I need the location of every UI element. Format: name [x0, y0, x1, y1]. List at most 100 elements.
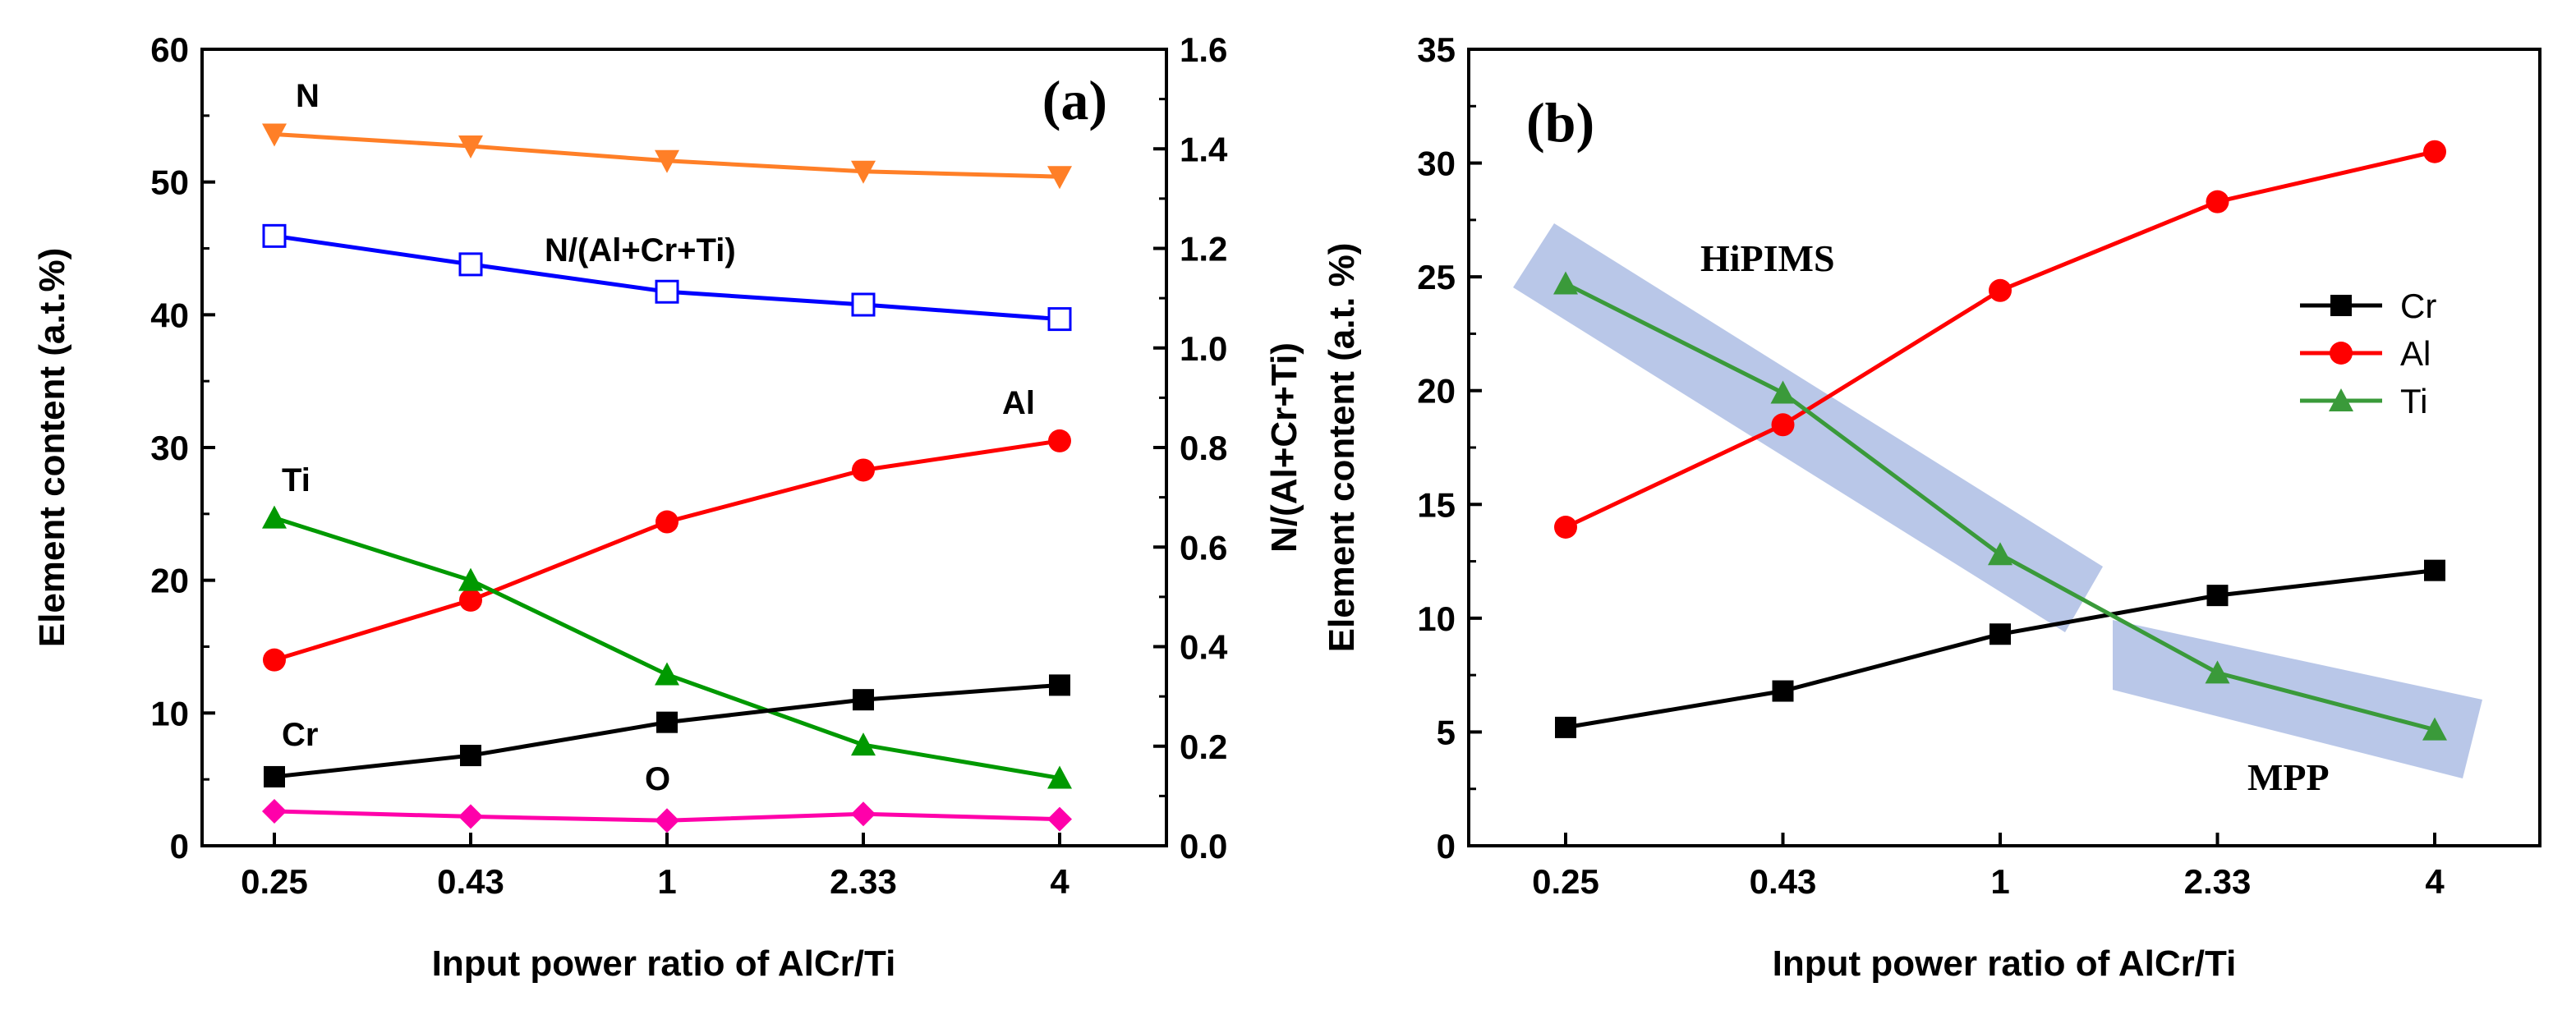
legend-marker-ti	[2329, 388, 2353, 411]
label-n: N	[296, 78, 320, 114]
legend-marker-cr	[2330, 295, 2352, 316]
panel-a-point-o	[458, 804, 483, 829]
panel-a-right-tick-label: 0.4	[1180, 628, 1228, 667]
panel-b-x-tick-label: 4	[2425, 862, 2445, 901]
panel-b-point-al	[2423, 140, 2446, 163]
panel-a-point-cr	[853, 689, 874, 711]
panel-b-y-axis-title: Element content (a.t. %)	[1322, 243, 1362, 653]
mpp-annotation: MPP	[2247, 756, 2330, 798]
panel-a-point-o	[851, 801, 876, 827]
panel-b-y-tick-label: 10	[1417, 599, 1456, 638]
panel-b-point-cr	[1772, 680, 1794, 702]
panel-b-y-tick-label: 5	[1437, 713, 1456, 751]
panel-a-series-o	[262, 798, 1072, 833]
panel-a-series-n	[262, 123, 1072, 190]
panel-a-point-n	[851, 160, 876, 184]
panel-b-series-cr	[1555, 559, 2445, 738]
panel-a-right-tick-label: 0.8	[1180, 429, 1227, 467]
panel-a-right-tick-label: 1.2	[1180, 230, 1227, 269]
panel-a-point-ti	[655, 662, 679, 686]
panel-a-label: (a)	[1042, 69, 1107, 131]
panel-a-point-o	[262, 798, 287, 824]
panel-a-y-tick-label: 30	[150, 429, 189, 467]
panel-b-x-axis-title: Input power ratio of AlCr/Ti	[1773, 943, 2237, 984]
panel-a-series-ti	[262, 505, 1072, 789]
panel-b-x-tick-label: 2.33	[2184, 862, 2252, 901]
panel-a-x-tick-label: 1	[657, 862, 676, 901]
panel-a-point-o	[1047, 806, 1072, 832]
panel-a-right-tick-label: 0.2	[1180, 728, 1227, 766]
panel-b-point-cr	[1555, 716, 1576, 738]
panel-b-point-ti	[1988, 542, 2012, 566]
panel-b-legend: Cr Al Ti	[2300, 287, 2436, 420]
mpp-highlight-band	[2113, 620, 2482, 778]
label-ti: Ti	[282, 462, 310, 498]
panel-a-y-tick-label: 60	[150, 30, 189, 69]
panel-b-point-al	[1771, 413, 1795, 437]
panel-a-point-cr	[460, 745, 481, 767]
panel-b-series-al	[1554, 140, 2446, 539]
legend-marker-al	[2330, 342, 2353, 365]
panel-a-series-n-al-cr-ti	[262, 223, 1072, 332]
panel-a-x-tick-label: 4	[1050, 862, 1070, 901]
panel-a-point-n	[458, 135, 483, 159]
panel-a-point-ti	[1047, 765, 1072, 789]
panel-a-point-cr	[264, 765, 285, 787]
panel-a-point-al	[1048, 429, 1071, 452]
panel-a-point-cr	[1049, 674, 1070, 696]
panel-b-point-ti	[1770, 380, 1796, 404]
panel-a-x-axis: 0.25 0.43 1 2.33 4	[241, 833, 1070, 901]
panel-a-point-al	[263, 648, 286, 672]
panel-a-x-tick-label: 2.33	[830, 862, 897, 901]
panel-b-y-tick-label: 35	[1417, 30, 1456, 69]
panel-a-y-tick-label: 50	[150, 163, 189, 202]
panel-a-point-al	[656, 510, 678, 534]
panel-a-series-cr	[264, 674, 1070, 787]
panel-b-point-ti	[2205, 660, 2230, 684]
panel-a-right-tick-label: 1.6	[1180, 30, 1227, 69]
panel-b-series-ti	[1553, 271, 2447, 741]
panel-a-line-ti	[274, 516, 1060, 781]
panel-b-point-al	[1554, 516, 1577, 539]
panel-b-y-tick-label: 0	[1437, 827, 1456, 865]
panel-a-point-ti	[262, 505, 287, 529]
panel-a-point-n-al-cr-ti	[262, 223, 287, 248]
panel-a-series	[262, 123, 1072, 833]
panel-a-point-n-al-cr-ti	[458, 252, 483, 277]
panel-a-series-al	[263, 429, 1071, 672]
panel-b-x-tick-label: 1	[1990, 862, 2009, 901]
panel-a-right-axis-title: N/(Al+Cr+Ti)	[1264, 342, 1304, 553]
legend-label-al: Al	[2400, 334, 2431, 373]
hipims-annotation: HiPIMS	[1700, 237, 1835, 279]
panel-a-y-tick-label: 0	[170, 827, 189, 865]
hipims-highlight-band	[1513, 223, 2103, 632]
panel-a-y-axis-title: Element content (a.t.%)	[32, 248, 72, 648]
panel-b-y-axis: 0 5 10 15 20 25 30 35	[1417, 30, 1482, 865]
panel-b-y-tick-label: 20	[1417, 372, 1456, 411]
panel-b-y-tick-label: 15	[1417, 485, 1456, 524]
panel-b-point-ti	[2422, 717, 2447, 741]
panel-a-right-tick-label: 1.4	[1180, 130, 1228, 168]
panel-a-point-ti	[458, 567, 483, 591]
panel-a-x-axis-title: Input power ratio of AlCr/Ti	[432, 943, 896, 984]
panel-a-y-tick-label: 40	[150, 296, 189, 334]
panel-a-y-tick-label: 20	[150, 562, 189, 600]
panel-b-label: (b)	[1526, 91, 1594, 154]
panel-b-point-cr	[1990, 623, 2011, 645]
panel-b-point-al	[1989, 278, 2012, 302]
panel-a-point-o	[655, 808, 679, 833]
panel-b-x-tick-label: 0.25	[1532, 862, 1599, 901]
panel-b-point-ti	[1553, 271, 1578, 295]
panel-a-point-al	[459, 588, 482, 612]
panel-a-right-axis: 0.0 0.2 0.4 0.6 0.8 1.0 1.2 1.4 1.6	[1153, 30, 1228, 865]
panel-a-y-axis: 0 10 20 30 40 50 60	[150, 30, 215, 865]
panel-a-line-al	[274, 438, 1060, 663]
panel-a-right-tick-label: 0.0	[1180, 827, 1227, 865]
panel-a-point-n-al-cr-ti	[851, 292, 876, 317]
panel-b-point-cr	[2424, 559, 2445, 581]
panel-a-point-al	[852, 458, 875, 482]
panel-b-y-tick-label: 25	[1417, 258, 1456, 296]
panel-a-y-tick-label: 10	[150, 694, 189, 732]
label-n-ratio: N/(Al+Cr+Ti)	[545, 232, 736, 269]
